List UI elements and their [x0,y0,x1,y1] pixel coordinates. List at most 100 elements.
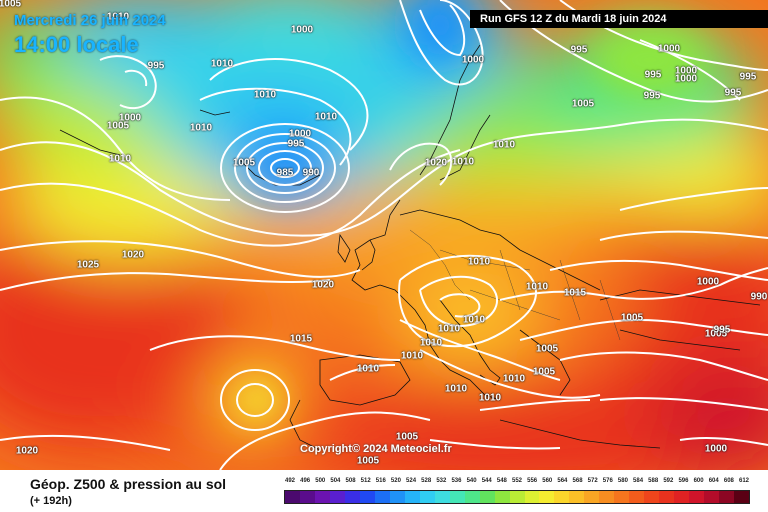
pressure-label: 1010 [400,350,424,362]
legend-tick-label: 572 [587,478,598,484]
legend-tick-label: 512 [360,478,371,484]
legend-tick-label: 528 [421,478,432,484]
legend-tick-label: 532 [436,478,447,484]
legend-tick-label: 580 [617,478,628,484]
legend-tick-label: 596 [678,478,689,484]
pressure-label: 985 [276,167,294,179]
legend-swatch [554,491,570,503]
pressure-label: 1010 [467,256,491,268]
pressure-label: 1010 [314,111,338,123]
legend-tick-label: 568 [572,478,583,484]
legend-swatch [419,491,435,503]
pressure-label: 1005 [620,312,644,324]
legend-tick-label: 556 [527,478,538,484]
legend-swatch [719,491,735,503]
pressure-label: 1010 [478,392,502,404]
forecast-date: Mercredi 26 juin 2024 [14,12,166,29]
legend-swatch [614,491,630,503]
legend-swatch [329,491,345,503]
pressure-label: 1020 [311,279,335,291]
pressure-label: 1010 [108,153,132,165]
pressure-label: 1000 [461,54,485,66]
pressure-label: 1005 [535,343,559,355]
pressure-label: 995 [713,324,731,336]
forecast-time: 14:00 locale [14,32,139,57]
legend-swatch [584,491,600,503]
pressure-label: 1010 [444,383,468,395]
pressure-label: 1005 [395,431,419,443]
pressure-label: 1000 [674,65,698,77]
pressure-label: 1010 [106,11,130,23]
legend-swatch [659,491,675,503]
pressure-label: 995 [570,44,588,56]
legend-swatch [539,491,555,503]
legend-swatch [674,491,690,503]
copyright-text: Copyright© 2024 Meteociel.fr [300,443,452,455]
pressure-label: 1000 [704,443,728,455]
legend-tick-label: 548 [496,478,507,484]
legend-swatch [524,491,540,503]
legend-swatch [404,491,420,503]
pressure-label: 1025 [76,259,100,271]
pressure-label: 995 [287,138,305,150]
legend-swatch [479,491,495,503]
legend-swatch [344,491,360,503]
pressure-label: 1010 [451,156,475,168]
pressure-label: 1010 [437,323,461,335]
legend-tick-label: 604 [708,478,719,484]
pressure-label: 1000 [118,112,142,124]
pressure-label: 1015 [289,333,313,345]
legend-swatch [689,491,705,503]
legend-swatch [734,491,750,503]
legend-tick-label: 560 [542,478,553,484]
pressure-label: 1020 [15,445,39,457]
legend-tick-label: 592 [663,478,674,484]
pressure-label: 1005 [106,120,130,132]
pressure-label: 990 [302,167,320,179]
pressure-label: 995 [644,69,662,81]
pressure-label: 1005 [704,328,728,340]
legend-tick-label: 516 [375,478,386,484]
pressure-label: 995 [147,60,165,72]
legend-swatch [389,491,405,503]
legend-swatch [434,491,450,503]
pressure-label: 995 [739,71,757,83]
pressure-label: 1000 [288,128,312,140]
legend-tick-label: 608 [723,478,734,484]
legend-swatch [509,491,525,503]
legend-tick-label: 544 [481,478,492,484]
legend-swatch [299,491,315,503]
pressure-label: 1000 [674,73,698,85]
chart-title: Géop. Z500 & pression au sol [30,476,227,492]
forecast-lead-time: (+ 192h) [30,495,72,507]
pressure-label: 1010 [525,281,549,293]
pressure-label: 1000 [657,43,681,55]
legend-tick-label: 588 [648,478,659,484]
legend-tick-label: 600 [693,478,704,484]
run-info-banner: Run GFS 12 Z du Mardi 18 juin 2024 [470,10,768,28]
legend-swatch [374,491,390,503]
pressure-label: 1010 [502,373,526,385]
legend-tick-label: 540 [466,478,477,484]
legend-swatch [494,491,510,503]
legend-swatch [629,491,645,503]
pressure-label: 995 [643,90,661,102]
pressure-label: 1010 [253,89,277,101]
legend-swatch [285,491,300,503]
weather-map: 1005 1010 995 1010 1010 1000 1005 1010 1010 1000 9… [0,0,768,470]
legend-tick-label: 584 [633,478,644,484]
legend-tick-label: 496 [300,478,311,484]
legend-swatch [449,491,465,503]
pressure-label: 1005 [571,98,595,110]
legend-tick-label: 612 [738,478,750,484]
legend-swatch [569,491,585,503]
legend-swatch [464,491,480,503]
pressure-label: 1020 [121,249,145,261]
legend-tick-label: 492 [284,478,296,484]
legend-tick-label: 524 [406,478,417,484]
pressure-label: 1000 [290,24,314,36]
legend-swatch [644,491,660,503]
map-canvas [0,0,768,470]
pressure-label: 1010 [419,337,443,349]
pressure-label: 1010 [492,139,516,151]
